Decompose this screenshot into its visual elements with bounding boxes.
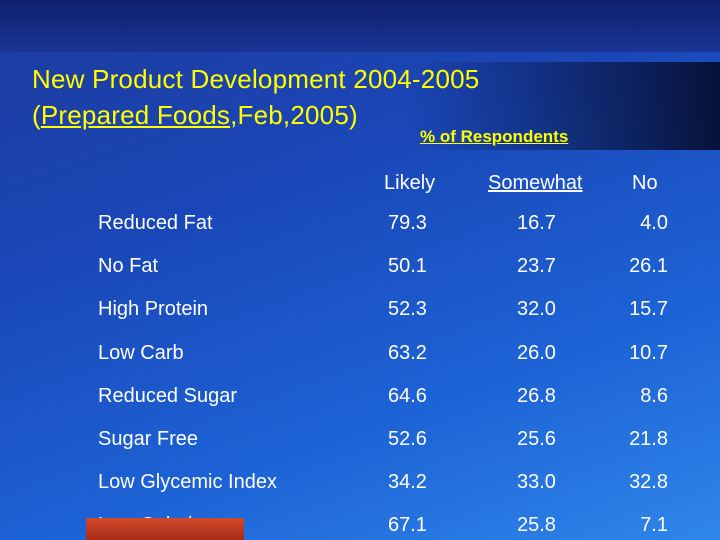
cell-somewhat: 33.0 bbox=[517, 471, 556, 493]
cell-somewhat: 26.0 bbox=[517, 342, 556, 364]
row-label: Reduced Sugar bbox=[98, 385, 237, 407]
row-label: No Fat bbox=[98, 255, 159, 277]
column-header-no: No bbox=[632, 172, 658, 194]
slide-title-source: (Prepared Foods,Feb,2005) bbox=[32, 100, 358, 131]
row-label: Sugar Free bbox=[98, 428, 199, 450]
row-label: Reduced Fat bbox=[98, 212, 213, 234]
slide-title: New Product Development 2004-2005 bbox=[32, 64, 480, 94]
cell-no: 8.6 bbox=[640, 385, 668, 407]
cell-likely: 52.6 bbox=[388, 428, 427, 450]
cell-somewhat: 25.8 bbox=[517, 514, 556, 536]
cell-somewhat: 26.8 bbox=[517, 385, 556, 407]
cell-somewhat: 16.7 bbox=[517, 212, 556, 234]
cell-likely: 64.6 bbox=[388, 385, 427, 407]
column-header-likely: Likely bbox=[384, 172, 436, 194]
cell-likely: 50.1 bbox=[388, 255, 427, 277]
cell-no: 4.0 bbox=[640, 212, 668, 234]
row-label: Low Glycemic Index bbox=[98, 471, 277, 493]
row-label: High Protein bbox=[98, 298, 209, 320]
cell-likely: 63.2 bbox=[388, 342, 427, 364]
cell-likely: 67.1 bbox=[388, 514, 427, 536]
cell-somewhat: 32.0 bbox=[517, 298, 556, 320]
cell-likely: 52.3 bbox=[388, 298, 427, 320]
cell-no: 26.1 bbox=[629, 255, 668, 277]
cell-no: 10.7 bbox=[629, 342, 668, 364]
cell-somewhat: 23.7 bbox=[517, 255, 556, 277]
row-label: Low Carb bbox=[98, 342, 184, 364]
cell-likely: 34.2 bbox=[388, 471, 427, 493]
cell-no: 7.1 bbox=[640, 514, 668, 536]
chart-subtitle: % of Respondents bbox=[420, 127, 569, 146]
cell-no: 32.8 bbox=[629, 471, 668, 493]
source-open-paren: ( bbox=[32, 100, 41, 130]
cell-somewhat: 25.6 bbox=[517, 428, 556, 450]
cell-likely: 79.3 bbox=[388, 212, 427, 234]
cell-no: 15.7 bbox=[629, 298, 668, 320]
source-date: ,Feb,2005) bbox=[230, 100, 358, 130]
column-header-somewhat: Somewhat bbox=[488, 172, 583, 194]
accent-bar bbox=[86, 518, 244, 540]
top-band bbox=[0, 0, 720, 52]
title-bar bbox=[30, 62, 720, 150]
source-name: Prepared Foods bbox=[40, 100, 231, 130]
cell-no: 21.8 bbox=[629, 428, 668, 450]
